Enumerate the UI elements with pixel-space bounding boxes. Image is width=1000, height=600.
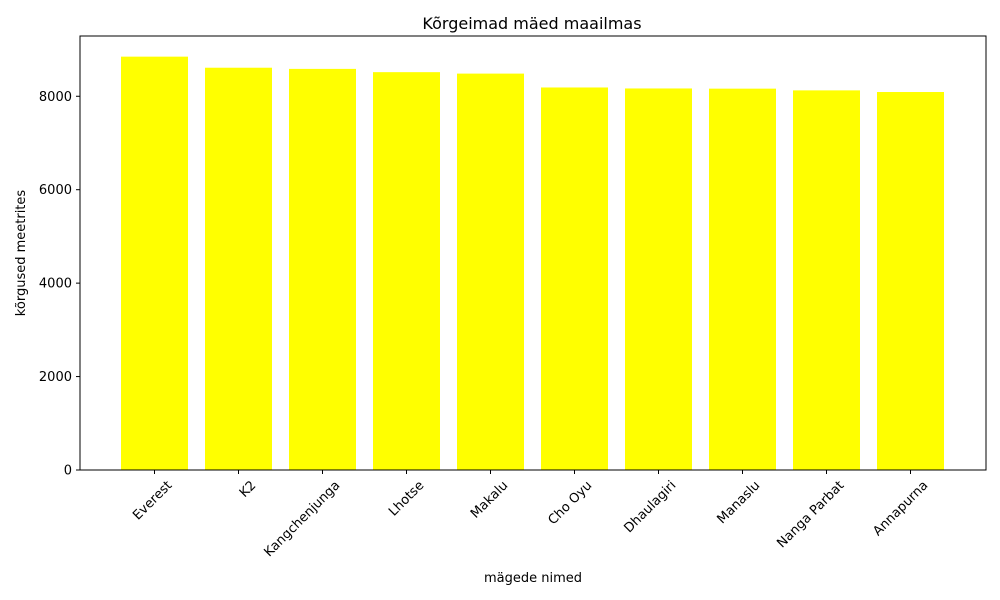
y-tick-label: 4000 <box>39 277 72 292</box>
bar-annapurna <box>877 92 944 471</box>
bar-everest <box>121 56 188 471</box>
x-tick-label: K2 <box>237 478 259 500</box>
bar-makalu <box>457 73 524 470</box>
y-tick-label: 2000 <box>39 370 72 385</box>
x-tick-label: Annapurna <box>870 478 931 539</box>
bar-manaslu <box>709 88 776 470</box>
x-tick-label: Nanga Parbat <box>774 478 847 551</box>
y-tick-label: 8000 <box>39 90 72 105</box>
bar-cho-oyu <box>541 87 608 470</box>
x-axis-ticks: Everest K2 Kangchenjunga Lhotse Makalu Cho Oy… <box>130 470 931 560</box>
y-tick-label: 6000 <box>39 183 72 198</box>
bar-kangchenjunga <box>289 68 356 470</box>
bar-lhotse <box>373 72 440 471</box>
bar-nanga-parbat <box>793 90 860 470</box>
y-axis-label: kõrgused meetrites <box>14 190 29 317</box>
x-tick-label: Dhaulagiri <box>621 478 679 536</box>
bars-group <box>121 56 944 471</box>
y-tick-label: 0 <box>64 464 72 479</box>
x-tick-label: Kangchenjunga <box>262 478 344 560</box>
chart-title: Kõrgeimad mäed maailmas <box>422 14 641 33</box>
x-axis-label: mägede nimed <box>484 571 582 586</box>
bar-dhaulagiri <box>625 88 692 471</box>
x-tick-label: Everest <box>130 478 175 523</box>
x-tick-label: Manaslu <box>715 478 764 527</box>
x-tick-label: Cho Oyu <box>545 478 595 528</box>
x-tick-label: Makalu <box>468 478 511 521</box>
bar-k2 <box>205 67 272 471</box>
x-tick-label: Lhotse <box>386 478 427 519</box>
plot-frame <box>79 35 987 471</box>
y-axis-ticks: 0 2000 4000 6000 8000 <box>39 90 80 479</box>
